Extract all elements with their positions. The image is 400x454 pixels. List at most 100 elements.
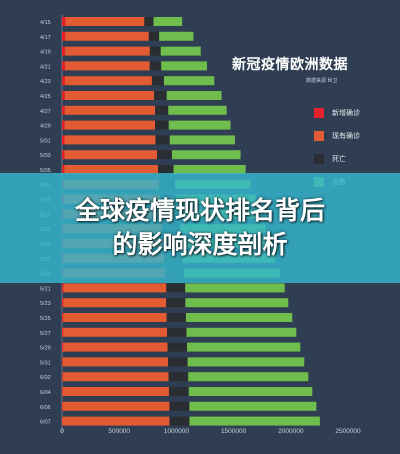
bar-segment-2 bbox=[62, 401, 170, 411]
y-tick-label: 5/31 bbox=[40, 360, 51, 366]
legend-item-new-cases[interactable]: 新增确诊 bbox=[314, 107, 394, 119]
bar-segment-3 bbox=[168, 357, 188, 367]
bar-segment-4 bbox=[159, 31, 194, 41]
y-tick-label: 4/21 bbox=[40, 64, 51, 70]
bar-segment-4 bbox=[161, 61, 207, 71]
bar-segment-1 bbox=[62, 17, 66, 26]
legend-swatch bbox=[314, 154, 324, 164]
x-tick-label: 1500000 bbox=[221, 428, 247, 435]
bar-segment-4 bbox=[188, 387, 313, 396]
bar-segment-4 bbox=[168, 105, 227, 115]
bar-segment-4 bbox=[189, 416, 320, 426]
bar-segment-4 bbox=[185, 283, 285, 293]
bar-segment-1 bbox=[62, 357, 63, 367]
bar-segment-2 bbox=[63, 283, 167, 293]
bar-segment-1 bbox=[62, 76, 65, 86]
y-tick-label: 4/15 bbox=[40, 20, 51, 26]
bar-segment-3 bbox=[149, 46, 161, 56]
x-tick-label: 2500000 bbox=[335, 428, 361, 435]
bar-segment-1 bbox=[62, 298, 64, 308]
bar-segment-3 bbox=[155, 120, 169, 130]
x-tick-label: 0 bbox=[60, 428, 64, 435]
bar-segment-1 bbox=[62, 135, 65, 145]
bar-segment-3 bbox=[166, 313, 186, 322]
y-tick-label: 5/27 bbox=[40, 331, 51, 337]
bar-segment-3 bbox=[157, 150, 172, 160]
headline-line-1: 全球疫情现状排名背后 bbox=[74, 197, 325, 225]
legend-label: 新增确诊 bbox=[332, 110, 360, 117]
legend-label: 现有确诊 bbox=[332, 133, 360, 140]
bar-segment-4 bbox=[186, 327, 297, 337]
bar-segment-1 bbox=[62, 372, 63, 382]
chart-subtitle: 数据来源 世卫 bbox=[306, 78, 338, 84]
bar-segment-2 bbox=[62, 357, 169, 367]
bar-segment-4 bbox=[166, 91, 222, 100]
bar-segment-1 bbox=[62, 120, 65, 130]
bar-segment-3 bbox=[149, 61, 162, 71]
legend-label: 死亡 bbox=[332, 156, 346, 163]
y-tick-label: 4/17 bbox=[40, 35, 51, 41]
bar-segment-2 bbox=[63, 313, 167, 322]
y-tick-label: 6/04 bbox=[40, 390, 51, 396]
bar-segment-2 bbox=[64, 91, 155, 100]
bar-segment-1 bbox=[62, 387, 63, 396]
bar-segment-3 bbox=[169, 416, 190, 426]
y-tick-label: 4/27 bbox=[40, 109, 51, 115]
y-tick-label: 5/01 bbox=[40, 138, 51, 144]
y-tick-label: 5/25 bbox=[40, 316, 51, 322]
y-tick-label: 5/03 bbox=[40, 153, 51, 159]
bar-segment-2 bbox=[64, 120, 156, 130]
y-tick-label: 6/06 bbox=[40, 405, 51, 411]
x-tick-label: 2000000 bbox=[278, 428, 304, 435]
bar-segment-1 bbox=[62, 283, 64, 293]
bar-segment-2 bbox=[62, 416, 170, 426]
bar-segment-3 bbox=[166, 283, 186, 293]
bar-segment-3 bbox=[167, 342, 188, 352]
bar-segment-3 bbox=[151, 76, 164, 86]
y-tick-label: 5/23 bbox=[40, 301, 51, 307]
y-tick-label: 4/29 bbox=[40, 124, 51, 130]
legend-swatch bbox=[314, 131, 324, 141]
bar-segment-1 bbox=[62, 46, 66, 56]
bar-segment-2 bbox=[64, 135, 156, 145]
headline-line-2: 的影响深度剖析 bbox=[112, 231, 288, 259]
bar-segment-3 bbox=[167, 327, 187, 337]
bar-segment-1 bbox=[62, 327, 64, 337]
bar-segment-3 bbox=[155, 135, 170, 145]
bar-segment-3 bbox=[168, 372, 189, 382]
y-tick-label: 4/19 bbox=[40, 50, 51, 56]
bar-segment-4 bbox=[173, 165, 246, 174]
bar-segment-4 bbox=[185, 298, 289, 308]
bar-segment-2 bbox=[64, 150, 158, 160]
bar-segment-2 bbox=[62, 372, 169, 382]
bar-segment-3 bbox=[148, 31, 160, 41]
bar-segment-2 bbox=[65, 31, 149, 41]
chart-title: 新冠疫情欧洲数据 bbox=[232, 56, 348, 72]
bar-segment-2 bbox=[64, 76, 152, 86]
bar-segment-3 bbox=[166, 298, 186, 308]
y-tick-label: 6/07 bbox=[40, 420, 51, 426]
bar-segment-1 bbox=[62, 91, 65, 100]
y-tick-label: 5/05 bbox=[40, 168, 51, 174]
bar-segment-2 bbox=[65, 61, 150, 71]
bar-segment-1 bbox=[62, 31, 66, 41]
bar-segment-1 bbox=[62, 313, 64, 322]
bar-segment-2 bbox=[64, 165, 159, 174]
legend-item-active-cases[interactable]: 现有确诊 bbox=[314, 130, 394, 142]
bar-segment-2 bbox=[62, 387, 169, 396]
bar-segment-4 bbox=[169, 135, 235, 145]
bar-segment-2 bbox=[64, 105, 156, 115]
bar-segment-2 bbox=[63, 327, 168, 337]
y-tick-label: 5/29 bbox=[40, 346, 51, 352]
bar-segment-1 bbox=[62, 401, 63, 411]
legend-item-deaths[interactable]: 死亡 bbox=[314, 153, 394, 165]
headline-banner: 全球疫情现状排名背后 的影响深度剖析 bbox=[0, 173, 400, 283]
bar-segment-4 bbox=[187, 357, 305, 367]
bar-segment-4 bbox=[189, 401, 317, 411]
bar-segment-3 bbox=[168, 387, 189, 396]
bar-segment-1 bbox=[62, 61, 66, 71]
bar-segment-4 bbox=[187, 342, 301, 352]
bar-segment-1 bbox=[62, 342, 63, 352]
y-tick-label: 4/25 bbox=[40, 94, 51, 100]
bar-segment-3 bbox=[155, 105, 169, 115]
